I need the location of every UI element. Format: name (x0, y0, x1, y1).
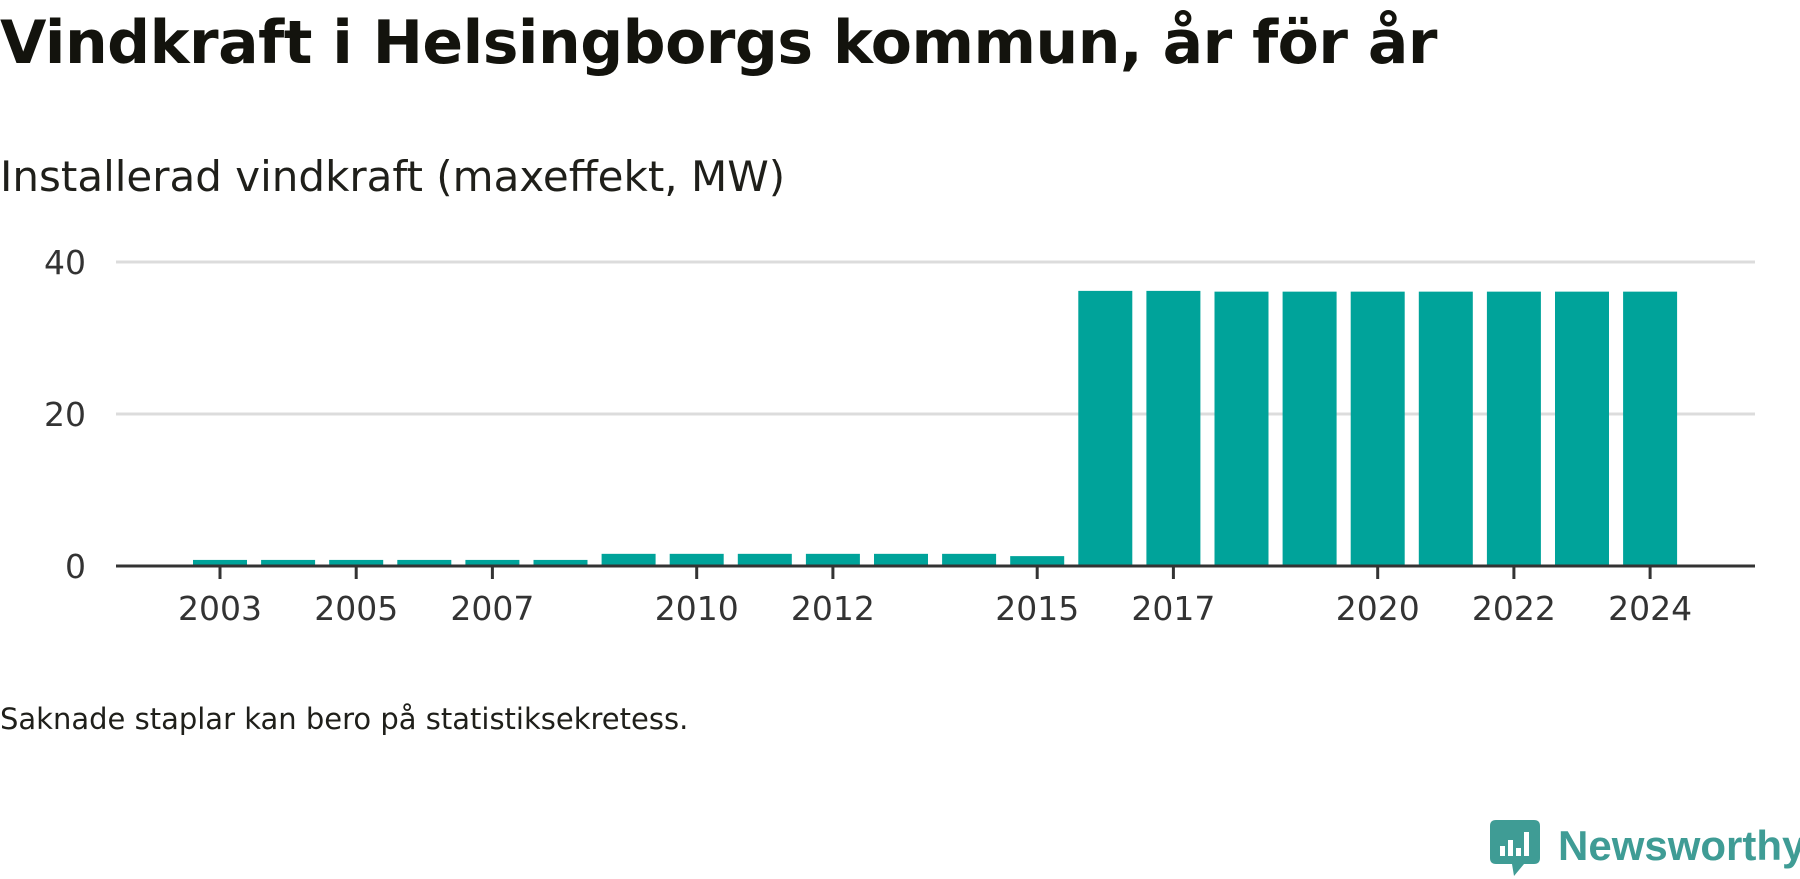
bar (1623, 291, 1678, 566)
x-tick-label: 2007 (450, 589, 534, 628)
y-tick-label: 0 (65, 547, 86, 586)
chart-subtitle: Installerad vindkraft (maxeffekt, MW) (0, 152, 786, 201)
bar (1486, 291, 1541, 566)
chart-bubble-icon (1490, 820, 1540, 876)
bar (465, 559, 520, 566)
bar (1350, 291, 1405, 566)
bar (874, 553, 928, 566)
bar (397, 559, 452, 566)
bar (1214, 291, 1269, 566)
bar (737, 553, 792, 566)
chart-title: Vindkraft i Helsingborgs kommun, år för … (0, 8, 1437, 78)
bar (942, 553, 997, 566)
x-tick-label: 2017 (1131, 589, 1215, 628)
x-tick-label: 2003 (178, 589, 262, 628)
bar (533, 559, 588, 566)
x-tick-label: 2012 (791, 589, 875, 628)
brand-name: Newsworthy (1558, 822, 1800, 869)
bar (669, 553, 724, 566)
bar (601, 553, 656, 566)
footnote: Saknade staplar kan bero på statistiksek… (0, 702, 689, 736)
bar (1418, 291, 1473, 566)
bar (1078, 290, 1133, 566)
bar (805, 553, 860, 566)
y-tick-label: 40 (44, 243, 86, 282)
y-tick-label: 20 (44, 395, 86, 434)
bar (1146, 290, 1201, 566)
x-tick-label: 2010 (655, 589, 739, 628)
x-tick-label: 2020 (1336, 589, 1420, 628)
bar (261, 559, 316, 566)
bar (1010, 556, 1065, 566)
bar (1282, 291, 1337, 566)
x-tick-label: 2024 (1608, 589, 1692, 628)
bar (193, 559, 247, 566)
x-tick-label: 2022 (1472, 589, 1556, 628)
x-tick-label: 2015 (995, 589, 1079, 628)
bar-chart: 0 20 40 2003 2005 2007 2010 2012 2015 2017 2020 202… (44, 243, 1755, 628)
x-tick-label: 2005 (314, 589, 398, 628)
bar (329, 559, 384, 566)
brand-logo[interactable]: Newsworthy (1490, 818, 1800, 878)
bar (1555, 291, 1609, 566)
